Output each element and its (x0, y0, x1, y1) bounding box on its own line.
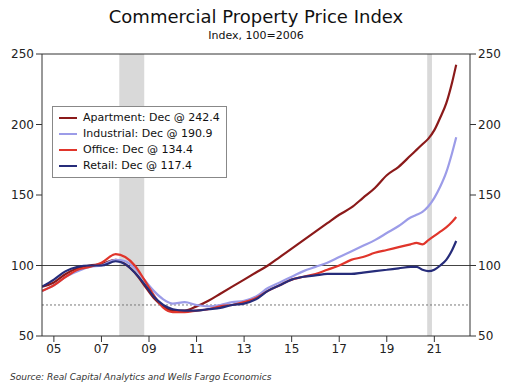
svg-text:50: 50 (478, 329, 493, 343)
html-text:Industrial: Dec @ 190.9: Industrial: Dec @ 190.9 (83, 127, 213, 140)
html-text:Index, 100=2006: Index, 100=2006 (208, 29, 304, 42)
html-text:Apartment: Dec @ 242.4: Apartment: Dec @ 242.4 (83, 111, 220, 124)
html-text:Office: Dec @ 134.4: Office: Dec @ 134.4 (83, 143, 194, 156)
svg-text:19: 19 (379, 342, 394, 356)
svg-text:200: 200 (478, 118, 501, 132)
svg-text:21: 21 (427, 342, 442, 356)
svg-text:250: 250 (11, 47, 34, 61)
svg-text:100: 100 (11, 259, 34, 273)
svg-text:100: 100 (478, 259, 501, 273)
svg-text:15: 15 (284, 342, 299, 356)
svg-text:07: 07 (94, 342, 109, 356)
svg-text:200: 200 (11, 118, 34, 132)
html-text:Commercial Property Price Inde: Commercial Property Price Index (108, 6, 404, 27)
html-text:Retail: Dec @ 117.4: Retail: Dec @ 117.4 (83, 159, 193, 172)
html-text:Source: Real Capital Analytics: Source: Real Capital Analytics and Wells… (10, 372, 272, 382)
svg-text:09: 09 (141, 342, 156, 356)
svg-text:13: 13 (236, 342, 251, 356)
svg-text:11: 11 (189, 342, 204, 356)
svg-text:150: 150 (478, 188, 501, 202)
svg-text:17: 17 (332, 342, 347, 356)
svg-text:250: 250 (478, 47, 501, 61)
svg-text:50: 50 (19, 329, 34, 343)
svg-text:05: 05 (46, 342, 61, 356)
svg-text:150: 150 (11, 188, 34, 202)
